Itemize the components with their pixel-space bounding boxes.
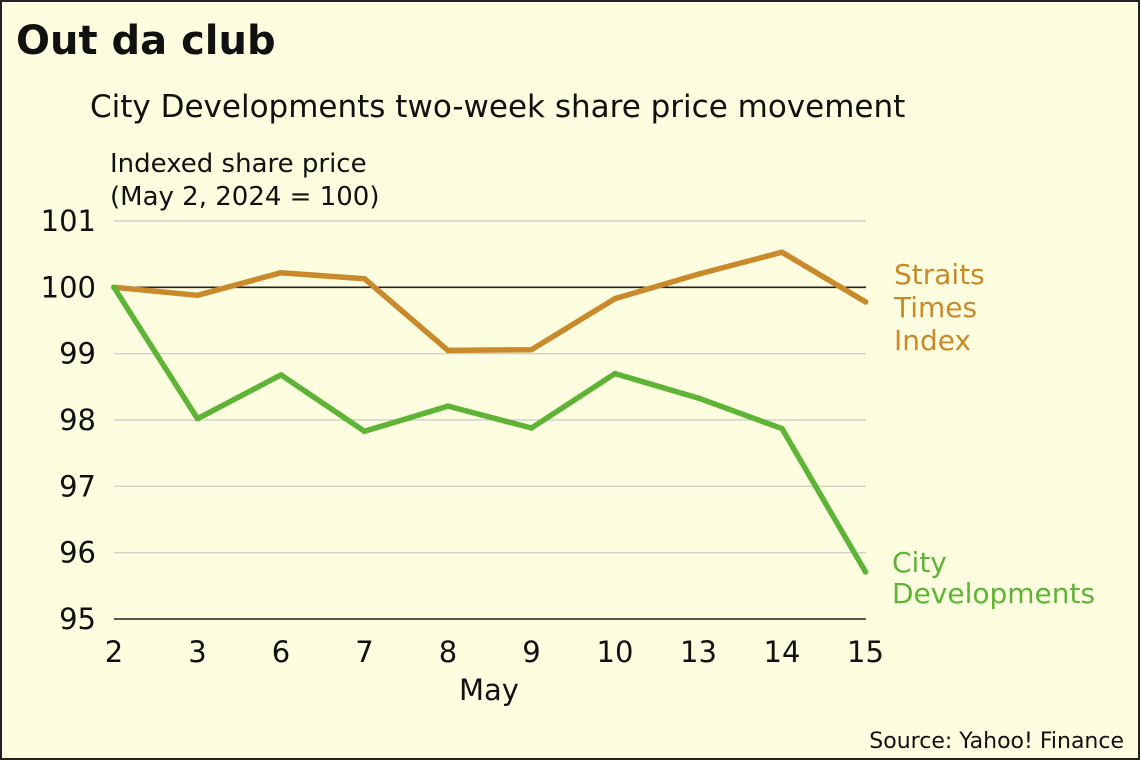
headline: Out da club <box>16 18 276 64</box>
y-tick-label-100: 100 <box>41 270 96 304</box>
y-tick-label-98: 98 <box>59 403 96 437</box>
x-tick-label-3: 3 <box>188 635 206 669</box>
data-point-0-8 <box>779 249 785 255</box>
data-point-0-7 <box>695 271 702 277</box>
y-axis-label-line-2: (May 2, 2024 = 100) <box>110 182 379 212</box>
data-point-1-4 <box>445 403 451 409</box>
series-line-1 <box>111 284 869 575</box>
series-label-0-2: Index <box>894 324 971 357</box>
source-note: Source: Yahoo! Finance <box>869 729 1124 754</box>
data-point-0-5 <box>528 346 535 353</box>
data-point-0-9 <box>862 299 869 305</box>
y-axis-ticks: 95 96 97 98 99 100 101 <box>41 204 96 636</box>
x-tick-label-9: 9 <box>522 635 540 669</box>
data-point-0-6 <box>612 295 618 302</box>
x-tick-label-15: 15 <box>847 635 884 669</box>
series-label-0-0: Straits <box>894 258 985 291</box>
data-point-1-3 <box>361 428 368 435</box>
y-tick-label-96: 96 <box>59 536 96 570</box>
series-label-1-0: City <box>892 546 947 579</box>
gridlines <box>114 220 866 620</box>
series-label-0-1: Times <box>893 291 977 324</box>
series-lines <box>111 249 869 575</box>
data-point-0-2 <box>278 269 284 276</box>
chart-title: City Developments two-week share price m… <box>90 89 905 125</box>
x-tick-label-10: 10 <box>597 635 634 669</box>
y-tick-label-99: 99 <box>59 337 96 371</box>
data-point-0-4 <box>445 347 451 354</box>
data-point-1-9 <box>862 569 869 575</box>
x-axis-label: May <box>459 673 519 707</box>
data-point-1-2 <box>278 372 284 378</box>
data-point-1-7 <box>695 395 702 401</box>
series-label-1-1: Developments <box>892 577 1095 610</box>
x-tick-label-8: 8 <box>439 635 457 669</box>
y-tick-label-101: 101 <box>41 204 96 238</box>
x-tick-label-13: 13 <box>680 635 717 669</box>
x-tick-label-6: 6 <box>272 635 290 669</box>
x-tick-label-2: 2 <box>105 635 123 669</box>
x-tick-label-14: 14 <box>764 635 801 669</box>
x-tick-label-7: 7 <box>355 635 373 669</box>
data-point-1-1 <box>194 415 201 422</box>
data-point-1-8 <box>779 425 785 432</box>
y-tick-label-97: 97 <box>59 469 96 503</box>
x-axis-ticks: 2 3 6 7 8 9 10 13 14 15 <box>105 635 884 669</box>
data-point-0-3 <box>361 275 368 282</box>
y-axis-label-line-1: Indexed share price <box>110 149 367 179</box>
data-point-0-1 <box>194 292 201 299</box>
data-point-1-6 <box>612 370 618 377</box>
y-tick-label-95: 95 <box>59 602 96 636</box>
data-point-1-0 <box>111 284 117 291</box>
series-line-0 <box>111 249 869 354</box>
data-point-1-5 <box>528 425 535 431</box>
